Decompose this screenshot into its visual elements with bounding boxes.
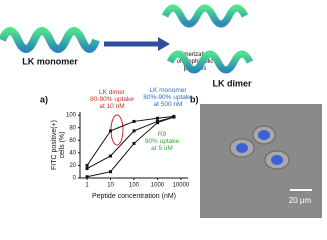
annotation: LK dimer 80-90% uptake at 10 nM	[90, 89, 134, 110]
monomer-label: LK monomer	[22, 56, 78, 66]
annotation: LK monomer 80%-90% uptake at 500 nM	[143, 87, 193, 108]
x-tick-label: 10000	[173, 183, 190, 189]
y-tick-label: 20	[69, 163, 76, 169]
process-line: of amphiphilic	[177, 59, 214, 65]
dimer-label: LK dimer	[212, 78, 252, 88]
annotation-line: 80%-90% uptake	[143, 94, 193, 101]
y-tick-label: 60	[69, 138, 76, 144]
helix-dimer-top	[161, 4, 249, 28]
annotation-line: at 500 nM	[154, 101, 183, 108]
annotation-line: 90% uptake	[145, 138, 180, 145]
marker	[109, 129, 113, 133]
x-tick-label: 1	[85, 183, 89, 189]
panel-label: b)	[190, 94, 199, 104]
marker	[109, 154, 113, 158]
y-tick-label: 80	[69, 125, 76, 131]
annotation-line: LK dimer	[99, 89, 126, 96]
micrograph	[200, 104, 322, 218]
x-tick-label: 100	[129, 183, 140, 189]
helix-monomer	[0, 27, 100, 53]
marker	[132, 141, 136, 145]
marker	[132, 129, 136, 133]
annotation-line: 80-90% uptake	[90, 96, 134, 103]
y-tick-label: 40	[69, 150, 76, 156]
marker	[132, 119, 136, 123]
y-tick-label: 0	[73, 176, 77, 182]
x-tick-label: 1000	[151, 183, 165, 189]
panel-label: a)	[40, 94, 48, 104]
marker	[109, 170, 113, 174]
figure: LK monomer dimerization of amphiphilic pep…	[0, 4, 322, 218]
marker	[155, 119, 159, 123]
y-axis-label: FITC positive(+)	[51, 120, 58, 170]
x-tick-label: 10	[107, 183, 114, 189]
marker	[85, 175, 89, 179]
marker	[85, 163, 89, 167]
helix-dimer-bottom	[166, 50, 254, 74]
annotation-line: at 5 uM	[151, 145, 173, 152]
process-line: dimerization	[179, 52, 211, 58]
annotation-line: R9	[158, 131, 167, 138]
nucleus	[236, 143, 248, 153]
arrow-head	[158, 37, 170, 51]
annotation-line: LK monomer	[149, 87, 187, 94]
nucleus	[271, 155, 283, 165]
y-axis-label: cells (%)	[59, 132, 66, 159]
marker	[155, 116, 159, 120]
scale-label: 20 μm	[289, 196, 312, 205]
marker	[172, 115, 176, 119]
x-axis-label: Peptide concentration (nM)	[92, 193, 176, 200]
annotation: R9 90% uptake at 5 uM	[145, 131, 180, 152]
marker	[85, 167, 89, 171]
y-tick-label: 100	[66, 113, 77, 119]
nucleus	[258, 130, 270, 140]
annotation-line: at 10 nM	[99, 103, 124, 110]
